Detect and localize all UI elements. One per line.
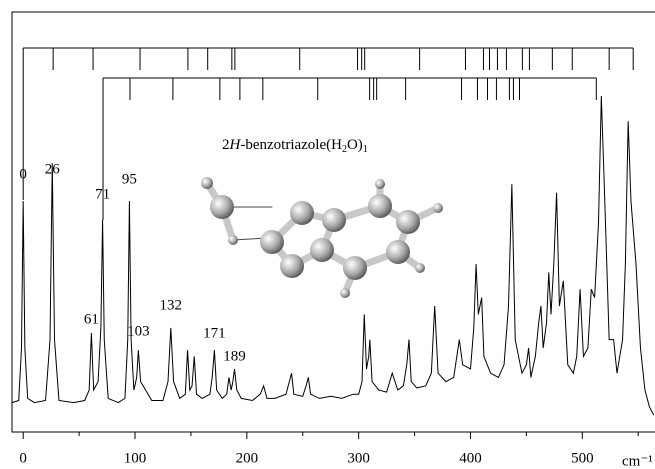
peak-label: 0 bbox=[19, 166, 27, 182]
x-axis-label: cm⁻¹ bbox=[622, 453, 653, 469]
peak-label: 132 bbox=[160, 297, 183, 313]
x-tick-label: 0 bbox=[19, 450, 27, 466]
peak-label: 103 bbox=[127, 323, 150, 339]
peak-label: 26 bbox=[45, 161, 61, 177]
peak-label: 189 bbox=[223, 348, 246, 364]
x-tick-label: 300 bbox=[347, 450, 370, 466]
x-tick-label: 500 bbox=[571, 450, 594, 466]
x-tick-label: 200 bbox=[236, 450, 259, 466]
x-tick-label: 100 bbox=[124, 450, 147, 466]
peak-label: 71 bbox=[95, 186, 110, 202]
peak-label: 95 bbox=[122, 171, 137, 187]
molecule bbox=[201, 177, 443, 298]
peak-label: 171 bbox=[203, 325, 226, 341]
peak-label: 61 bbox=[84, 311, 99, 327]
spectrum-line bbox=[11, 95, 655, 416]
annotation: 2H-benzotriazole(H2O)1 bbox=[222, 137, 368, 155]
plot-frame bbox=[11, 11, 655, 433]
x-tick-label: 400 bbox=[459, 450, 482, 466]
